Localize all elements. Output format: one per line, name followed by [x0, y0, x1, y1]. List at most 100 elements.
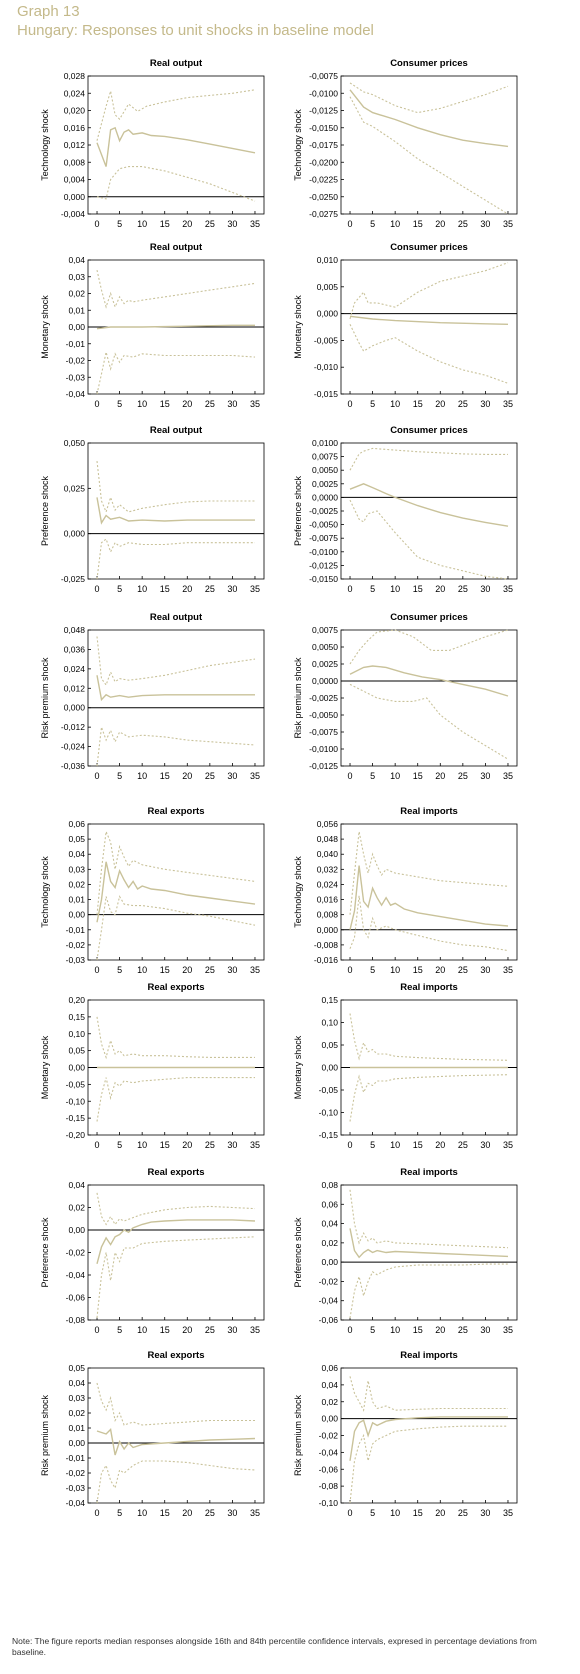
- y-tick-label: -0,0150: [309, 123, 338, 133]
- plot-frame: [87, 1184, 265, 1321]
- y-tick-label: -0,04: [66, 1270, 86, 1280]
- y-tick-label: -0,02: [319, 1276, 339, 1286]
- y-tick-label: -0,0050: [309, 520, 338, 530]
- x-tick-label: 35: [503, 399, 513, 409]
- y-tick-label: -0,015: [314, 389, 338, 399]
- y-tick-label: 0,01: [68, 895, 85, 905]
- y-tick-label: -0,05: [66, 1079, 86, 1089]
- y-tick-label: -0,0100: [309, 547, 338, 557]
- y-tick-label: 0,04: [321, 1380, 338, 1390]
- x-tick-label: 10: [137, 219, 147, 229]
- x-tick-label: 5: [370, 771, 375, 781]
- chart-title: Consumer prices: [390, 58, 468, 69]
- plot-frame: [340, 75, 518, 215]
- y-axis-label: Technology shock: [40, 856, 50, 928]
- y-axis-label: Preference shock: [293, 1217, 303, 1288]
- y-axis-label: Monetary shock: [40, 295, 50, 359]
- series-lower-line: [349, 895, 509, 952]
- x-tick-label: 35: [503, 219, 513, 229]
- chart-panel-16: Real imports Risk premium shock 0,06 0,04 0,…: [293, 1350, 518, 1518]
- y-tick-label: 0,036: [64, 644, 86, 654]
- y-tick-label: -0,0075: [309, 533, 338, 543]
- x-tick-label: 5: [370, 399, 375, 409]
- chart-title: Real output: [150, 58, 203, 69]
- x-tick-label: 30: [227, 1508, 237, 1518]
- x-tick-label: 15: [160, 1140, 170, 1150]
- x-tick-label: 35: [503, 771, 513, 781]
- y-tick-label: -0,06: [319, 1315, 339, 1325]
- y-axis-label: Risk premium shock: [293, 657, 303, 739]
- y-tick-label: 0,000: [317, 925, 339, 935]
- x-tick-label: 5: [370, 1508, 375, 1518]
- y-tick-label: 0,0000: [312, 492, 338, 502]
- y-tick-label: -0,005: [314, 335, 338, 345]
- x-tick-label: 5: [117, 965, 122, 975]
- chart-panel-5: Real output Preference shock 0,050 0,025 0,0…: [40, 425, 265, 594]
- y-tick-label: -0,02: [66, 1468, 86, 1478]
- series-upper-line: [96, 89, 256, 141]
- chart-panel-1: Real output Technology shock 0,028 0,024 0,0…: [40, 58, 265, 229]
- x-tick-label: 0: [95, 584, 100, 594]
- series-median-line: [96, 324, 255, 330]
- x-tick-label: 25: [458, 1508, 468, 1518]
- y-tick-label: -0,03: [66, 372, 86, 382]
- y-axis-label: Preference shock: [293, 475, 303, 546]
- x-tick-label: 10: [390, 399, 400, 409]
- x-tick-label: 10: [390, 771, 400, 781]
- x-tick-label: 35: [250, 1140, 260, 1150]
- x-tick-label: 10: [390, 1325, 400, 1335]
- y-tick-label: 0,02: [68, 289, 85, 299]
- series-median-line: [96, 497, 255, 525]
- y-tick-label: -0,004: [61, 209, 85, 219]
- y-tick-label: -0,0200: [309, 157, 338, 167]
- plot-frame: [340, 629, 518, 767]
- y-tick-label: -0,0075: [309, 71, 338, 81]
- y-tick-label: 0,10: [68, 1029, 85, 1039]
- y-tick-label: 0,028: [64, 71, 86, 81]
- y-tick-label: 0,048: [317, 834, 339, 844]
- y-tick-label: 0,04: [68, 1378, 85, 1388]
- y-tick-label: -0,0050: [309, 710, 338, 720]
- y-tick-label: 0,0075: [312, 452, 338, 462]
- y-tick-label: 0,03: [68, 1393, 85, 1403]
- y-tick-label: 0,04: [321, 1219, 338, 1229]
- y-tick-label: -0,0125: [309, 560, 338, 570]
- y-axis-label: Monetary shock: [293, 1035, 303, 1099]
- x-tick-label: 25: [205, 1508, 215, 1518]
- series-upper-line: [96, 1192, 256, 1226]
- y-tick-label: 0,00: [321, 1257, 338, 1267]
- series-upper-line: [349, 447, 508, 471]
- x-tick-label: 15: [160, 965, 170, 975]
- plot-frame: [87, 75, 265, 215]
- y-tick-label: -0,010: [314, 362, 338, 372]
- x-tick-label: 0: [95, 399, 100, 409]
- y-tick-label: 0,00: [68, 1438, 85, 1448]
- series-upper-line: [349, 831, 509, 915]
- y-tick-label: 0,01: [68, 305, 85, 315]
- y-tick-label: -0,10: [319, 1498, 339, 1508]
- series-median-line: [96, 1428, 256, 1456]
- x-tick-label: 5: [117, 399, 122, 409]
- x-tick-label: 35: [250, 771, 260, 781]
- x-tick-label: 0: [348, 1508, 353, 1518]
- y-tick-label: -0,02: [66, 356, 86, 366]
- y-tick-label: 0,03: [68, 272, 85, 282]
- y-axis-label: Technology shock: [293, 856, 303, 928]
- y-tick-label: 0,05: [68, 1363, 85, 1373]
- y-tick-label: 0,0025: [312, 479, 338, 489]
- x-tick-label: 5: [117, 219, 122, 229]
- x-tick-label: 20: [182, 1508, 192, 1518]
- x-tick-label: 25: [205, 219, 215, 229]
- x-tick-label: 30: [480, 1508, 490, 1518]
- series-median-line: [349, 315, 509, 325]
- y-axis-label: Technology shock: [293, 109, 303, 181]
- y-tick-label: 0,06: [68, 819, 85, 829]
- figure-note: Note: The figure reports median response…: [12, 1636, 537, 1657]
- x-tick-label: 30: [227, 1140, 237, 1150]
- series-upper-line: [96, 636, 256, 687]
- graph-header: Graph 13 Hungary: Responses to unit shoc…: [17, 2, 374, 40]
- chart-panel-8: Consumer prices Risk premium shock 0,0075 0…: [293, 612, 518, 781]
- x-tick-label: 5: [117, 1508, 122, 1518]
- y-tick-label: 0,050: [64, 438, 86, 448]
